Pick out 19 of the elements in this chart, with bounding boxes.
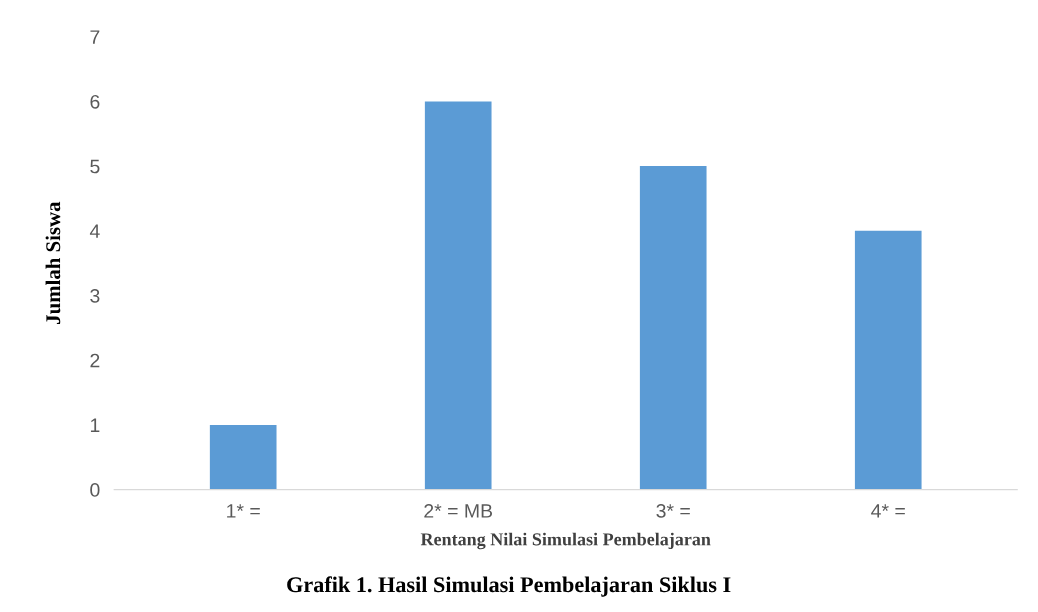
y-tick-label: 7 <box>90 30 100 44</box>
bar <box>854 230 922 490</box>
bar <box>639 166 707 490</box>
y-tick-label: 5 <box>90 159 100 174</box>
y-tick-label: 3 <box>90 288 100 303</box>
y-tick-label: 6 <box>90 94 100 109</box>
bar <box>424 101 492 490</box>
y-tick-label: 1 <box>90 418 100 432</box>
y-tick-label: 4 <box>89 224 100 238</box>
x-axis-title: Rentang Nilai Simulasi Pembelajaran <box>420 532 711 550</box>
bar <box>209 424 277 490</box>
x-tick-label: 3* = <box>656 504 690 518</box>
y-axis-title: Jumlah Siswa <box>45 201 61 324</box>
y-tick-label: 2 <box>90 353 100 368</box>
text: Grafik 1. Hasil Simulasi Pembelajaran Siklus I <box>287 576 731 597</box>
y-tick-label: 0 <box>90 483 100 497</box>
x-tick-label: 1* = <box>227 504 260 518</box>
x-tick-label: 2* = MB <box>424 504 493 518</box>
x-tick-label: 4* = <box>871 504 905 518</box>
